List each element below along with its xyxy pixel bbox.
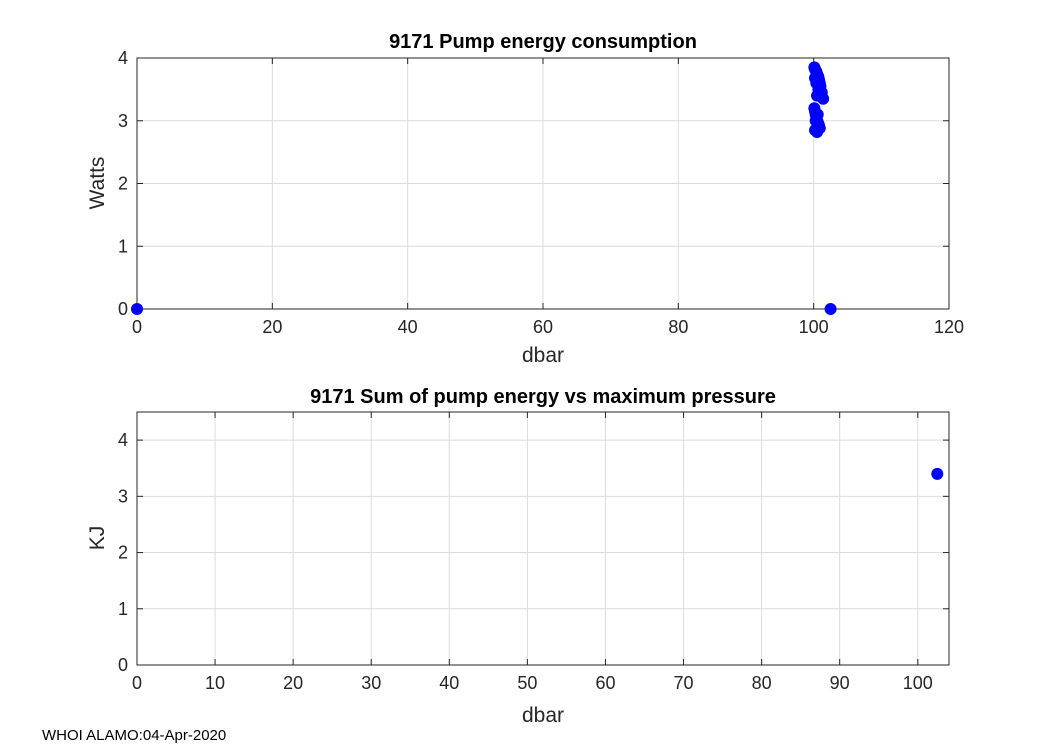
x-tick-label: 40 [398, 317, 418, 337]
x-tick-label: 0 [132, 673, 142, 693]
gridlines [136, 412, 949, 666]
x-tick-label: 60 [595, 673, 615, 693]
data-point [131, 303, 143, 315]
footer-credit: WHOI ALAMO:04-Apr-2020 [42, 727, 227, 744]
data-point [811, 108, 824, 121]
x-tick-label: 10 [205, 673, 225, 693]
tick-labels: 0 10 20 30 40 50 60 70 80 90 100 0 1 2 3 4 [118, 412, 949, 693]
data-points [931, 467, 944, 480]
chart-title: 9171 Sum of pump energy vs maximum press… [310, 386, 776, 408]
y-tick-label: 2 [118, 174, 128, 194]
x-tick-label: 80 [752, 673, 772, 693]
data-point [811, 89, 824, 102]
x-tick-label: 100 [799, 317, 829, 337]
data-point [809, 72, 822, 85]
y-axis-label: KJ [86, 526, 109, 551]
x-tick-label: 90 [830, 673, 850, 693]
y-tick-label: 2 [118, 543, 128, 563]
data-points [131, 61, 837, 315]
x-tick-label: 20 [262, 317, 282, 337]
y-tick-label: 1 [118, 599, 128, 619]
y-tick-label: 0 [118, 655, 128, 675]
chart-energy-sum: 0 10 20 30 40 50 60 70 80 90 100 0 1 2 3 4 9171 Sum of … [86, 386, 950, 727]
y-axis-label: Watts [86, 157, 109, 210]
x-tick-label: 100 [903, 673, 933, 693]
x-tick-label: 60 [533, 317, 553, 337]
x-tick-label: 80 [668, 317, 688, 337]
x-tick-label: 70 [674, 673, 694, 693]
chart-title: 9171 Pump energy consumption [389, 31, 697, 53]
x-tick-label: 20 [283, 673, 303, 693]
x-tick-label: 0 [132, 317, 142, 337]
x-tick-label: 30 [361, 673, 381, 693]
data-point [824, 303, 837, 315]
y-tick-label: 3 [118, 111, 128, 131]
y-tick-label: 1 [118, 236, 128, 256]
x-tick-label: 50 [517, 673, 537, 693]
data-point [931, 467, 944, 480]
plot-frame [136, 411, 950, 666]
y-tick-label: 0 [118, 299, 128, 319]
chart-pump-energy: 0 20 40 60 80 100 120 0 1 2 3 4 9171 Pump energy co… [86, 31, 964, 367]
x-axis-label: dbar [522, 704, 564, 727]
x-tick-label: 120 [934, 317, 964, 337]
x-tick-label: 40 [439, 673, 459, 693]
y-tick-label: 4 [118, 430, 128, 450]
x-axis-label: dbar [522, 344, 564, 367]
y-tick-label: 3 [118, 486, 128, 506]
tick-labels: 0 20 40 60 80 100 120 0 1 2 3 4 [118, 48, 964, 337]
y-tick-label: 4 [118, 48, 128, 68]
